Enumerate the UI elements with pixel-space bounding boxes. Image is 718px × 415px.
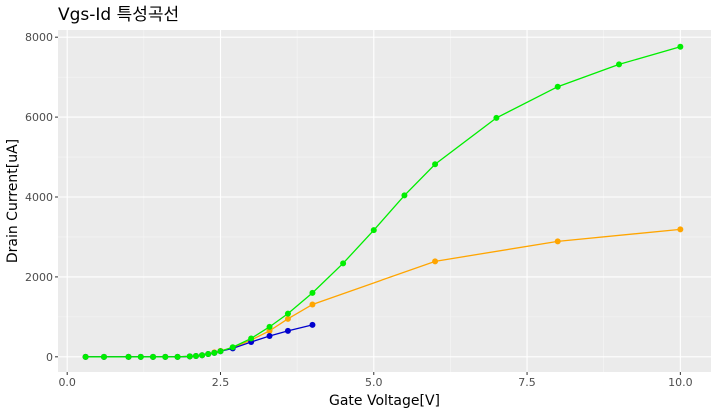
- x-tick-label: 7.5: [518, 376, 536, 389]
- data-point: [199, 352, 206, 359]
- data-point: [401, 192, 408, 199]
- data-point: [554, 83, 561, 90]
- data-point: [370, 227, 377, 234]
- y-tick-label: 0: [46, 351, 53, 364]
- data-point: [677, 226, 684, 233]
- data-point: [284, 327, 291, 334]
- data-point: [248, 335, 255, 342]
- data-point: [192, 353, 199, 360]
- data-point: [266, 333, 273, 340]
- plot-panel: [58, 30, 711, 372]
- data-point: [309, 321, 316, 328]
- x-tick-label: 0.0: [58, 376, 76, 389]
- data-point: [150, 353, 157, 360]
- data-point: [340, 260, 347, 267]
- y-tick-label: 2000: [25, 271, 53, 284]
- x-tick-label: 10.0: [668, 376, 693, 389]
- data-point: [554, 238, 561, 245]
- data-point: [266, 323, 273, 330]
- x-axis-title: Gate Voltage[V]: [329, 393, 440, 409]
- data-point: [229, 344, 236, 351]
- data-point: [186, 353, 193, 360]
- chart-title: Vgs-Id 특성곡선: [58, 5, 179, 25]
- data-point: [211, 349, 218, 356]
- data-point: [137, 353, 144, 360]
- data-point: [309, 301, 316, 308]
- data-point: [493, 114, 500, 121]
- y-tick-label: 4000: [25, 191, 53, 204]
- y-axis: 0 2000 4000 6000 8000: [25, 31, 58, 364]
- data-point: [616, 61, 623, 68]
- data-point: [432, 161, 439, 168]
- x-tick-label: 2.5: [212, 376, 230, 389]
- data-point: [100, 353, 107, 360]
- data-point: [284, 310, 291, 317]
- data-point: [677, 43, 684, 50]
- minor-gridlines: [58, 30, 711, 372]
- y-tick-label: 8000: [25, 31, 53, 44]
- x-tick-label: 5.0: [365, 376, 383, 389]
- data-point: [82, 353, 89, 360]
- series-3: [82, 43, 684, 360]
- data-point: [309, 289, 316, 296]
- data-point: [205, 351, 212, 358]
- data-point: [284, 315, 291, 322]
- y-tick-label: 6000: [25, 111, 53, 124]
- data-point: [162, 353, 169, 360]
- data-point: [125, 353, 132, 360]
- data-point: [432, 258, 439, 265]
- data-point: [174, 353, 181, 360]
- x-axis: 0.0 2.5 5.0 7.5 10.0: [58, 372, 693, 389]
- y-axis-title: Drain Current[uA]: [5, 139, 21, 263]
- data-point: [217, 348, 224, 355]
- series-layer: [82, 43, 684, 360]
